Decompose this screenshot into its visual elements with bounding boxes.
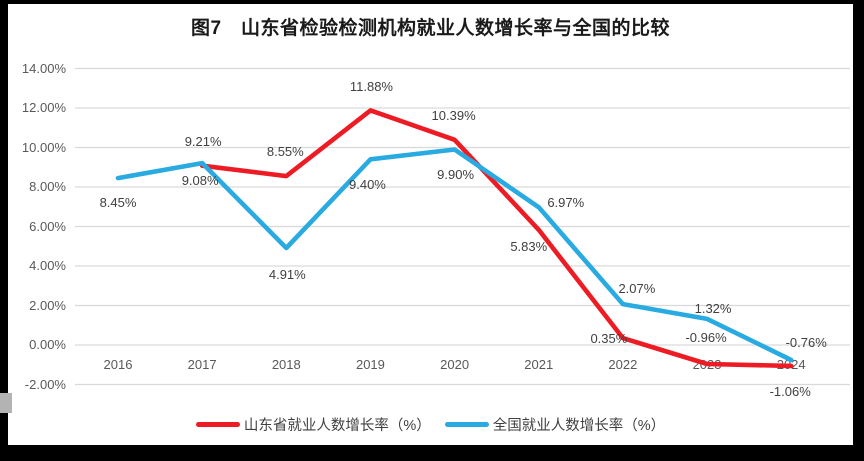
left-edge-artifact [0,393,12,413]
y-axis-tick-label: 4.00% [29,258,66,273]
series-line-national [115,147,794,363]
frame-border-top [0,0,864,4]
x-axis-category-label: 2022 [608,357,638,372]
legend-label-national: 全国就业人数增长率（%） [492,417,666,434]
x-axis-category-label: 2016 [103,357,133,372]
frame-border-left [0,0,8,461]
y-axis-tick-label: 14.00% [21,60,66,76]
x-axis-category-label: 2017 [187,357,217,372]
y-axis-tick-label: 8.00% [29,179,66,194]
legend-label-shandong: 山东省就业人数增长率（%） [243,417,431,434]
series-line-shandong [199,108,794,369]
x-axis-category-label: 2021 [524,357,554,372]
legend-swatch-shandong-icon [195,421,240,427]
legend: 山东省就业人数增长率（%） 全国就业人数增长率（%） [8,409,853,439]
x-axis-category-label: 2018 [271,357,301,372]
legend-item-national: 全国就业人数增长率（%） [444,414,666,435]
legend-item-shandong: 山东省就业人数增长率（%） [195,414,431,435]
y-axis-tick-label: 0.00% [29,337,66,352]
y-axis-tick-label: 12.00% [21,100,66,115]
y-axis-tick-label: 2.00% [29,297,66,313]
y-axis-tick-label: 10.00% [21,139,66,155]
frame-border-right [853,0,864,461]
frame-border-bottom [0,445,864,461]
y-axis-tick-label: 6.00% [29,218,66,234]
chart-title: 图7 山东省检验检测机构就业人数增长率与全国的比较 [190,18,671,39]
y-axis-tick-label: -2.00% [24,376,66,392]
x-axis-category-label: 2019 [355,357,385,372]
x-axis-category-label: 2020 [440,357,470,372]
legend-swatch-national-icon [444,421,489,427]
